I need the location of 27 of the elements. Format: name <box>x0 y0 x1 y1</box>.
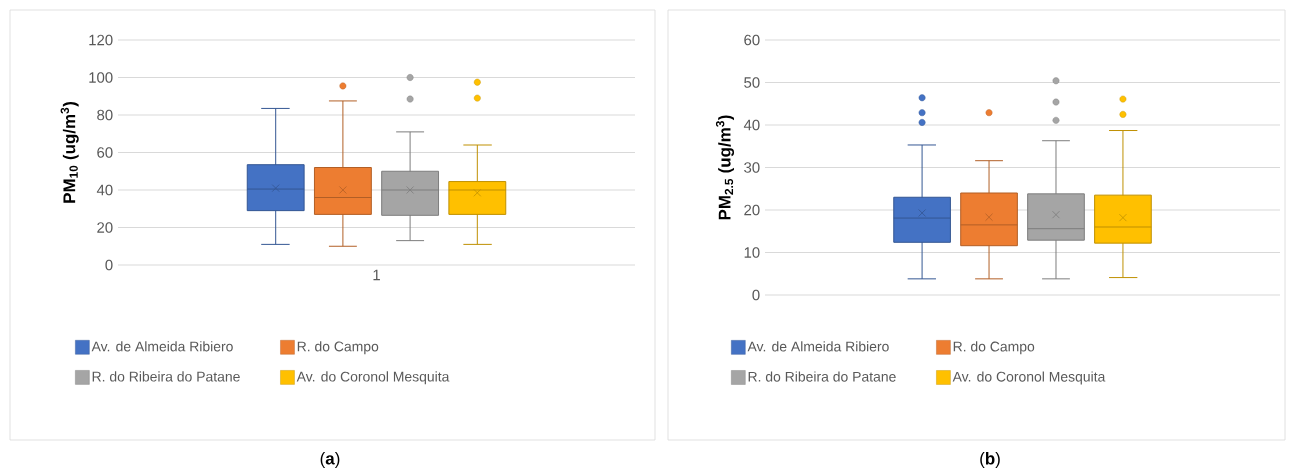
text: (b) <box>980 452 1000 468</box>
legend-label: Av. do Coronol Mesquita <box>296 371 450 385</box>
text: (a) <box>320 452 340 468</box>
y-tick-label: 20 <box>97 222 113 233</box>
legend-label: R. do Ribeira do Patane <box>92 371 240 382</box>
y-axis-title: PM$_{10}$ (ug/m$^{3}$) <box>60 102 79 203</box>
y-tick-label: 0 <box>752 289 760 301</box>
legend-label: Av. de Almeida Ribiero <box>91 341 233 352</box>
legend-label: R. do Campo <box>297 341 379 355</box>
y-tick-label: 100 <box>89 72 113 83</box>
y-tick-label: 60 <box>97 147 113 158</box>
y-axis-title: PM$_{2.5}$ (ug/m$^{3}$) <box>715 115 735 220</box>
legend-label: R. do Campo <box>953 341 1035 355</box>
y-tick-label: 50 <box>744 77 760 88</box>
legend-label: Av. do Coronol Mesquita <box>952 371 1106 385</box>
y-tick-label: 40 <box>96 184 113 196</box>
y-tick-label: 80 <box>97 109 113 121</box>
y-tick-label: 120 <box>89 34 113 46</box>
y-tick-label: 10 <box>744 247 760 258</box>
y-tick-label: 20 <box>744 204 760 216</box>
y-tick-label: 30 <box>744 162 760 173</box>
legend-label: Av. de Almeida Ribiero <box>747 341 889 352</box>
x-tick-label: 1 <box>373 269 380 281</box>
y-tick-label: 60 <box>744 34 760 46</box>
y-tick-label: 0 <box>105 259 113 271</box>
y-tick-label: 40 <box>743 119 760 131</box>
legend-label: R. do Ribeira do Patane <box>748 371 896 382</box>
